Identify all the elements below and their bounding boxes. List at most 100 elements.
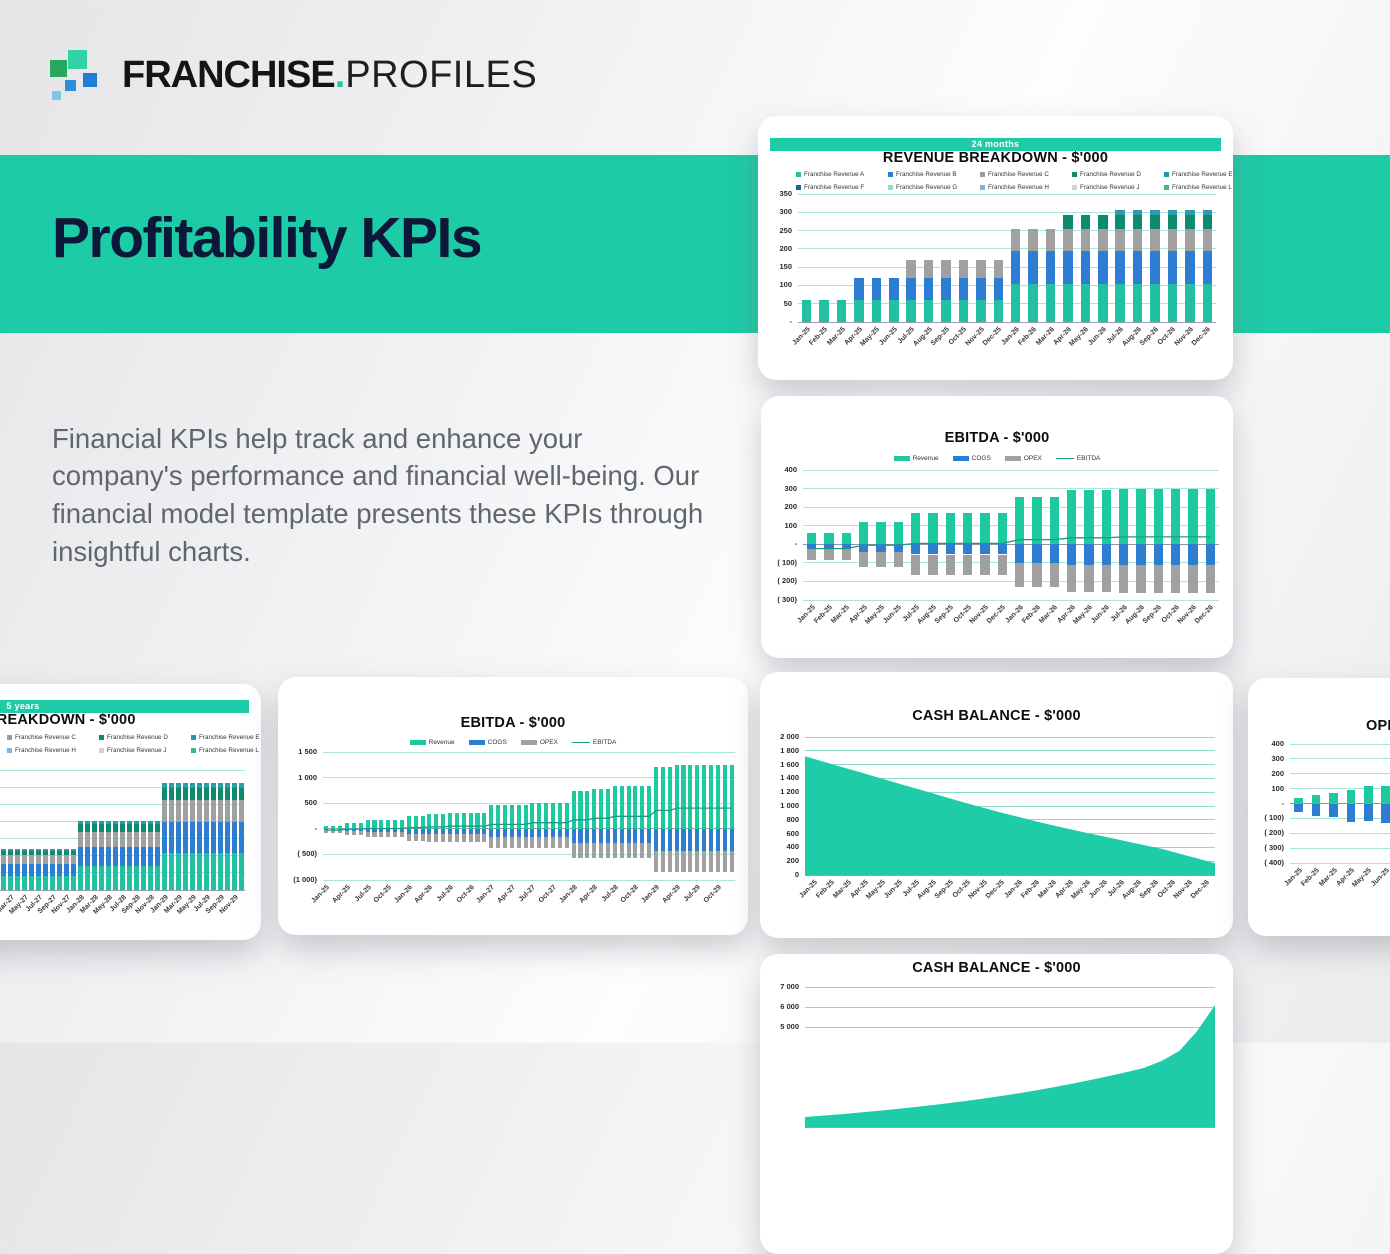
bar-segment [910, 544, 921, 555]
legend-swatch [191, 735, 196, 740]
bar-segment [232, 787, 237, 800]
bar-segment [406, 828, 411, 834]
bar-segment [71, 855, 76, 864]
bar-segment [106, 832, 111, 847]
revenue-breakdown-24m-chart: 350 300 250 200 150 100 50- Jan-25 Feb-25 Mar-25 A… [758, 116, 1233, 380]
bar-segment [592, 789, 597, 829]
bar-segment [1115, 210, 1125, 215]
gridline [805, 986, 1215, 988]
bar-segment [1294, 798, 1304, 804]
legend-label: Franchise Revenue L [1172, 184, 1232, 191]
bar-segment [1080, 214, 1091, 229]
bar-segment [980, 512, 990, 545]
bar-segment [324, 825, 329, 829]
bar-segment [702, 828, 707, 851]
bar-segment [141, 846, 146, 867]
bar-segment [155, 824, 160, 833]
y-axis-label: 1 200 [780, 787, 799, 797]
bar-segment [134, 824, 139, 833]
bar-segment [997, 512, 1008, 545]
bar-segment [592, 828, 597, 843]
bar-segment [482, 828, 487, 835]
bar-segment [324, 828, 329, 831]
bar-segment [1185, 251, 1195, 284]
bar-segment [1032, 496, 1042, 545]
bar-segment [550, 803, 556, 829]
gridline [1290, 862, 1390, 864]
bar-segment [1202, 214, 1213, 229]
bar-segment [557, 837, 562, 849]
bar-segment [372, 828, 377, 832]
bar-segment [1063, 251, 1073, 284]
legend-item: Franchise Revenue B [888, 171, 957, 178]
gridline [1290, 832, 1390, 834]
bar-segment [365, 820, 370, 829]
bar-segment [8, 850, 13, 856]
gridline [1290, 773, 1390, 775]
legend-label: Franchise Revenue H [15, 747, 76, 754]
legend-item: OPEX [520, 739, 558, 746]
bar-segment [1014, 562, 1025, 587]
bar-segment [211, 782, 216, 788]
bar-segment [239, 782, 244, 788]
legend-swatch [980, 172, 985, 177]
bar-segment [183, 822, 188, 854]
bar-segment [806, 544, 817, 549]
bar-segment [1202, 228, 1213, 252]
bar-segment [612, 785, 617, 829]
bar-segment [544, 828, 549, 838]
bar-segment [544, 803, 549, 829]
bar-segment [71, 863, 76, 876]
y-axis-label: 300 [784, 483, 797, 493]
bar-segment [1080, 283, 1091, 322]
gridline [798, 211, 1216, 213]
bar-segment [489, 837, 494, 849]
bar-segment [475, 828, 480, 835]
bar-segment [674, 828, 679, 851]
bar-segment [585, 828, 590, 843]
legend-swatch [1164, 172, 1169, 177]
bar-segment [893, 551, 904, 568]
bar-segment [218, 787, 223, 800]
y-axis-label: 200 [784, 502, 797, 512]
bar-segment [599, 789, 604, 829]
legend-label: Franchise Revenue G [896, 184, 958, 191]
bar-segment [647, 842, 652, 858]
bar-segment [461, 828, 466, 835]
bar-segment [1101, 544, 1112, 565]
bar-segment [190, 853, 195, 890]
gridline [805, 791, 1215, 793]
logo-square-green [50, 60, 67, 77]
bar-segment [1014, 544, 1025, 563]
bar-segment [681, 764, 686, 829]
bar-segment [29, 848, 34, 851]
bar-segment [468, 813, 473, 829]
bar-segment [557, 828, 562, 838]
y-axis-label: 100 [784, 520, 797, 530]
cash-balance-bottom-title: CASH BALANCE - $'000 [912, 960, 1081, 976]
bar-segment [57, 855, 62, 864]
bar-segment [667, 828, 672, 851]
bar-segment [612, 828, 617, 843]
legend-label: Franchise Revenue D [107, 734, 168, 741]
legend-label: Franchise Revenue E [1172, 171, 1233, 178]
bar-segment [15, 848, 20, 851]
gridline [803, 562, 1219, 564]
bar-segment [1063, 228, 1073, 252]
bar-segment [962, 554, 973, 575]
bar-segment [1346, 803, 1356, 823]
bar-segment [232, 853, 237, 890]
bar-segment [530, 828, 535, 838]
legend-label: Franchise Revenue L [199, 747, 259, 754]
bar-segment [729, 828, 734, 851]
bar-segment [578, 790, 583, 829]
cash-balance-24m-card: CASH BALANCE - $'000 2 000 1 800 1 600 1 40… [760, 672, 1233, 938]
bar-segment [1136, 488, 1146, 545]
bar-segment [120, 824, 125, 833]
gridline [798, 303, 1216, 305]
legend-item: Franchise Revenue H [980, 184, 1049, 191]
bar-segment [980, 554, 990, 575]
bar-segment [218, 822, 223, 854]
bar-segment [489, 804, 494, 829]
bar-segment [338, 828, 343, 831]
